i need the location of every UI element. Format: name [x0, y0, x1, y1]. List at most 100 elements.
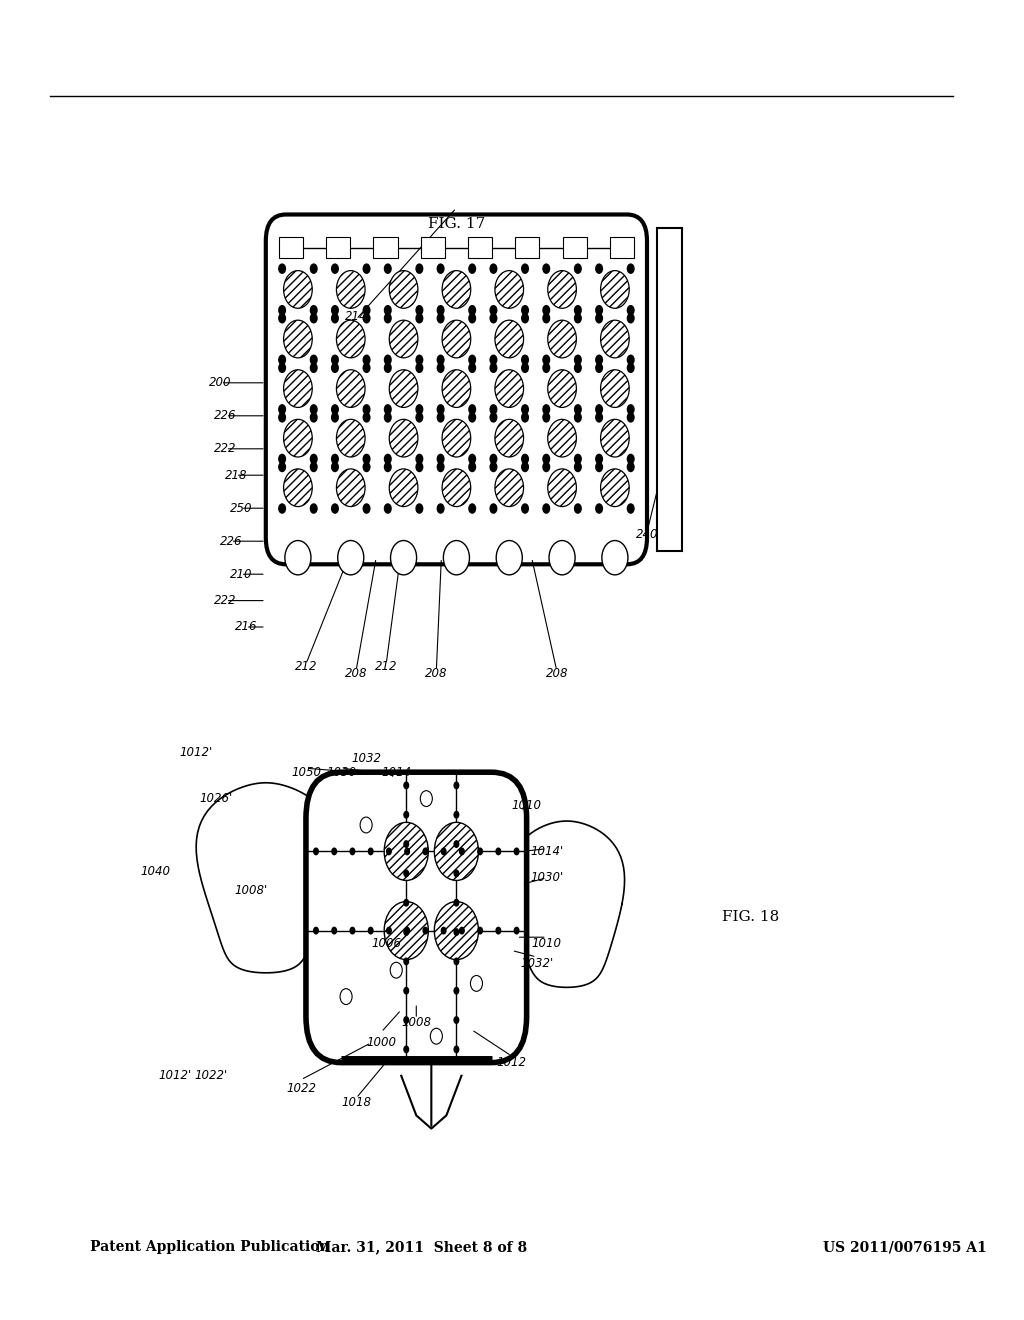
Circle shape: [627, 355, 635, 366]
Text: 1030: 1030: [326, 766, 356, 779]
Circle shape: [543, 454, 550, 465]
Circle shape: [436, 503, 444, 513]
Circle shape: [436, 305, 444, 315]
Circle shape: [279, 305, 286, 315]
Text: US 2011/0076195 A1: US 2011/0076195 A1: [822, 1241, 986, 1254]
Circle shape: [362, 355, 371, 366]
Circle shape: [468, 305, 476, 315]
Circle shape: [337, 321, 366, 358]
Text: 250: 250: [229, 502, 252, 515]
Circle shape: [489, 412, 498, 422]
Circle shape: [279, 313, 286, 323]
Circle shape: [573, 355, 582, 366]
Circle shape: [403, 1016, 410, 1024]
Circle shape: [442, 469, 471, 507]
Text: 1008': 1008': [234, 884, 267, 898]
Circle shape: [403, 840, 410, 847]
Text: Patent Application Publication: Patent Application Publication: [90, 1241, 330, 1254]
Circle shape: [454, 899, 460, 907]
Text: 1010: 1010: [531, 937, 562, 950]
Circle shape: [309, 264, 317, 275]
Circle shape: [309, 363, 317, 374]
Circle shape: [495, 420, 523, 457]
Circle shape: [477, 847, 483, 855]
Circle shape: [331, 264, 339, 275]
Circle shape: [362, 313, 371, 323]
Circle shape: [601, 469, 629, 507]
Circle shape: [595, 404, 603, 414]
Circle shape: [521, 355, 529, 366]
Circle shape: [386, 847, 392, 855]
Text: 1040: 1040: [140, 865, 170, 878]
Circle shape: [470, 975, 482, 991]
Circle shape: [454, 928, 460, 936]
Circle shape: [573, 454, 582, 465]
Circle shape: [403, 781, 410, 789]
Circle shape: [548, 420, 577, 457]
Circle shape: [309, 313, 317, 323]
Circle shape: [368, 847, 374, 855]
Circle shape: [496, 927, 502, 935]
Circle shape: [543, 355, 550, 366]
Circle shape: [454, 957, 460, 965]
Circle shape: [416, 462, 423, 473]
Circle shape: [543, 503, 550, 513]
Circle shape: [454, 810, 460, 818]
Text: 200: 200: [210, 376, 231, 389]
Circle shape: [309, 355, 317, 366]
Circle shape: [279, 503, 286, 513]
Circle shape: [362, 462, 371, 473]
Circle shape: [403, 1045, 410, 1053]
Circle shape: [627, 363, 635, 374]
Circle shape: [313, 927, 319, 935]
Text: Mar. 31, 2011  Sheet 8 of 8: Mar. 31, 2011 Sheet 8 of 8: [315, 1241, 527, 1254]
Circle shape: [468, 264, 476, 275]
Circle shape: [337, 370, 366, 408]
Circle shape: [331, 412, 339, 422]
Circle shape: [384, 454, 392, 465]
Circle shape: [573, 363, 582, 374]
Circle shape: [384, 503, 392, 513]
Text: 1014': 1014': [530, 845, 563, 858]
Bar: [515, 238, 540, 259]
Circle shape: [309, 454, 317, 465]
Text: 1032': 1032': [520, 957, 553, 970]
Circle shape: [543, 264, 550, 275]
Circle shape: [627, 503, 635, 513]
Circle shape: [440, 927, 446, 935]
Circle shape: [309, 503, 317, 513]
Circle shape: [521, 305, 529, 315]
Circle shape: [384, 264, 392, 275]
Circle shape: [521, 264, 529, 275]
Circle shape: [337, 271, 366, 309]
Circle shape: [279, 454, 286, 465]
Circle shape: [495, 271, 523, 309]
Circle shape: [521, 454, 529, 465]
Circle shape: [436, 412, 444, 422]
Text: 222: 222: [214, 594, 237, 607]
Circle shape: [416, 404, 423, 414]
Text: 216: 216: [234, 620, 257, 634]
Circle shape: [279, 462, 286, 473]
Circle shape: [403, 810, 410, 818]
Circle shape: [489, 313, 498, 323]
Text: 1018: 1018: [341, 1096, 371, 1109]
Circle shape: [309, 462, 317, 473]
Circle shape: [331, 355, 339, 366]
Circle shape: [601, 271, 629, 309]
Circle shape: [543, 404, 550, 414]
Text: 218: 218: [224, 469, 247, 482]
Circle shape: [573, 412, 582, 422]
Circle shape: [340, 989, 352, 1005]
Circle shape: [279, 363, 286, 374]
Text: 212: 212: [375, 660, 397, 673]
Circle shape: [390, 541, 417, 574]
Circle shape: [362, 412, 371, 422]
Circle shape: [595, 363, 603, 374]
Text: 240: 240: [636, 528, 658, 541]
Circle shape: [436, 363, 444, 374]
Circle shape: [284, 271, 312, 309]
Circle shape: [468, 462, 476, 473]
Text: 1026': 1026': [199, 792, 232, 805]
Circle shape: [337, 469, 366, 507]
